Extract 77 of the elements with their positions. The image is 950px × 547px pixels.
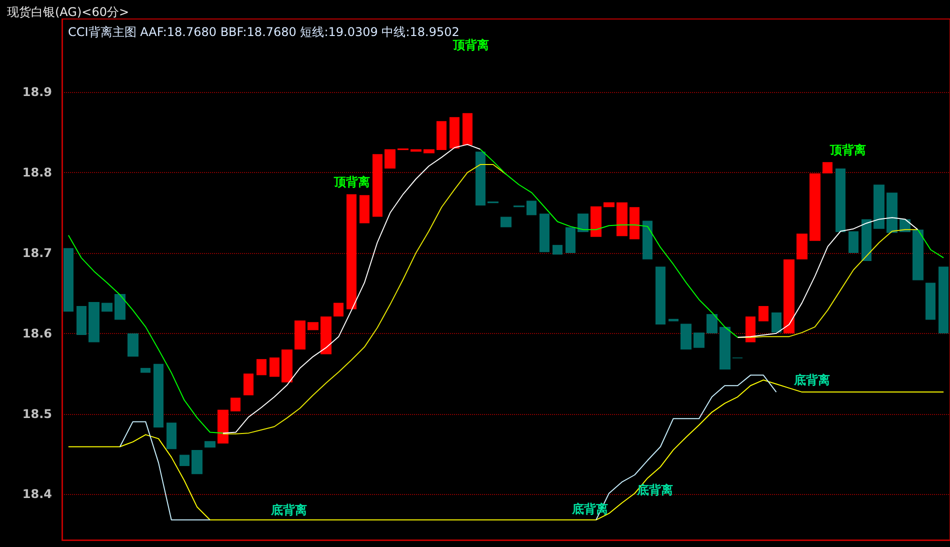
annotation: 顶背离 — [829, 143, 866, 157]
candlestick — [334, 302, 344, 316]
candlestick — [784, 259, 794, 334]
candlestick — [540, 214, 550, 252]
candlestick — [500, 216, 512, 228]
annotation: 顶背离 — [452, 38, 489, 52]
candlestick — [88, 302, 100, 342]
candlestick — [154, 364, 164, 428]
candlestick — [706, 314, 718, 334]
annotation: 底背离 — [270, 503, 307, 517]
candlestick — [128, 333, 138, 357]
candlestick — [526, 200, 536, 216]
candlestick — [746, 316, 756, 342]
candlestick — [320, 316, 332, 354]
candlestick — [166, 422, 176, 450]
candlestick — [372, 154, 382, 217]
candlestick — [256, 359, 266, 376]
candlestick — [616, 202, 628, 236]
y-tick-label: 18.9 — [22, 85, 52, 100]
candlestick — [294, 320, 306, 350]
candlestick — [680, 324, 692, 350]
candlestick — [694, 332, 704, 348]
candlestick — [476, 152, 486, 206]
candlestick — [384, 149, 396, 169]
candlestick — [140, 368, 150, 373]
candlestick — [566, 227, 576, 253]
candlestick — [114, 294, 126, 320]
candlestick — [180, 454, 190, 466]
candlestick — [604, 202, 614, 208]
candlestick — [886, 192, 898, 233]
candlestick — [102, 302, 112, 312]
candlestick — [346, 194, 356, 310]
candlestick — [874, 184, 884, 229]
candlestick — [810, 173, 820, 241]
y-tick-label: 18.4 — [22, 487, 52, 502]
candlestick — [796, 234, 808, 260]
candlestick — [462, 113, 472, 146]
candlestick — [270, 357, 280, 377]
candlestick — [758, 306, 768, 322]
candlestick — [822, 162, 832, 174]
candlestick — [668, 318, 678, 322]
candlestick — [450, 117, 460, 148]
candlestick — [590, 206, 602, 237]
y-tick-label: 18.7 — [22, 246, 52, 260]
candlestick — [656, 266, 666, 325]
candlestick — [836, 168, 846, 232]
candlestick — [282, 349, 292, 382]
y-tick-label: 18.5 — [22, 406, 52, 421]
candlestick — [218, 410, 228, 444]
candlestick — [192, 450, 202, 474]
candlestick — [630, 207, 640, 240]
candlestick — [308, 322, 318, 330]
candlestick — [204, 441, 216, 448]
candlestick — [938, 266, 948, 334]
candlestick — [360, 195, 370, 224]
candlestick — [436, 121, 446, 150]
candlestick — [76, 306, 86, 335]
candlestick — [244, 374, 254, 396]
candlestick — [230, 398, 240, 412]
candlestick — [772, 312, 782, 333]
y-tick-label: 18.8 — [22, 166, 52, 180]
candlestick — [862, 219, 872, 262]
chart-title: 现货白银(AG)<60分> — [7, 5, 130, 19]
candlestick — [848, 231, 858, 253]
y-tick-label: 18.6 — [22, 326, 52, 340]
candlestick — [642, 220, 652, 260]
annotation: 底背离 — [636, 483, 673, 497]
text: CCI背离主图 AAF:18.7680 BBF:18.7680 短线:19.0309 中线:18.9502 — [68, 25, 460, 39]
annotation: 底背离 — [793, 373, 830, 387]
candlestick — [424, 149, 434, 154]
candlestick — [912, 230, 924, 280]
candlestick — [578, 214, 588, 232]
candlestick — [64, 248, 74, 312]
candlestick — [926, 282, 936, 320]
annotation: 顶背离 — [333, 175, 370, 189]
candlestick — [552, 244, 562, 255]
candlestick — [720, 326, 730, 370]
